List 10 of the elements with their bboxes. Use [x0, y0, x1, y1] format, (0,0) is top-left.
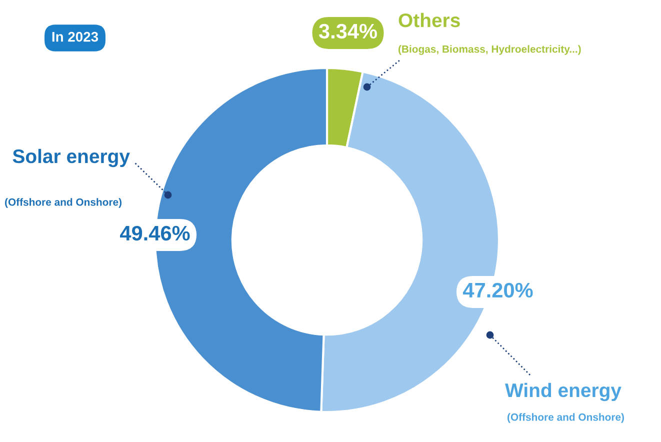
- slice-label: Wind energy: [505, 382, 622, 402]
- slice-label: Solar energy: [12, 148, 130, 168]
- data-label: 3.34%: [318, 24, 377, 39]
- text: (Offshore and Onshore): [5, 198, 122, 208]
- data-label: 49.46%: [120, 226, 190, 241]
- legend-label: Others: [398, 12, 460, 28]
- text: (Biogas, Biomass, Hydroelectricity...): [398, 45, 581, 55]
- text: (Offshore and Onshore): [508, 413, 624, 423]
- text: In 2023: [52, 32, 98, 42]
- data-label: 47.20%: [462, 282, 533, 298]
